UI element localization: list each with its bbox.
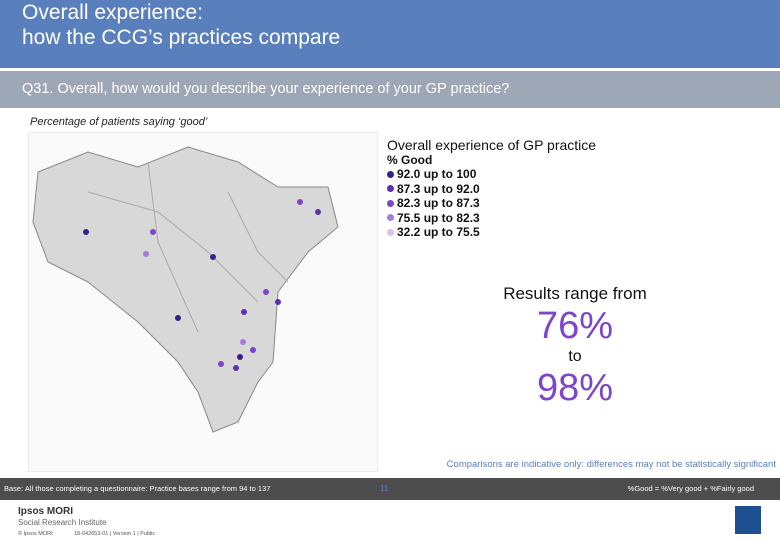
- practice-dot: [275, 299, 281, 305]
- version: 18-042653-01 | Version 1 | Public: [74, 531, 156, 537]
- ccg-area: [32, 146, 339, 433]
- logo-sub: Social Research Institute: [18, 518, 107, 527]
- legend: Overall experience of GP practice % Good…: [387, 137, 596, 240]
- practice-dot: [297, 199, 303, 205]
- title-line: Overall experience:: [22, 1, 203, 24]
- legend-items: 92.0 up to 100 87.3 up to 92.0 82.3 up to …: [387, 167, 596, 240]
- results-intro: Results range from: [503, 284, 647, 303]
- note: Comparisons are indicative only: differe…: [446, 459, 776, 470]
- header: Overall experience: how the CCG’s practi…: [0, 0, 780, 68]
- legend-label: 32.2 up to 75.5: [397, 225, 480, 240]
- results-high: 98%: [536, 367, 614, 409]
- legend-item: 92.0 up to 100: [387, 167, 596, 182]
- legend-item: 75.5 up to 82.3: [387, 211, 596, 226]
- practice-dot: [237, 354, 243, 360]
- copyright: © Ipsos MORI: [18, 531, 53, 537]
- results-to: to: [568, 348, 582, 365]
- roads: [87, 161, 289, 333]
- practice-dot: [150, 229, 156, 235]
- practice-dot: [263, 289, 269, 295]
- results-low: 76%: [536, 305, 614, 347]
- practice-dot: [175, 315, 181, 321]
- legend-label: 82.3 up to 87.3: [397, 196, 480, 211]
- practice-dot: [143, 251, 149, 257]
- legend-item: 82.3 up to 87.3: [387, 196, 596, 211]
- practice-dot: [241, 309, 247, 315]
- practice-dot: [315, 209, 321, 215]
- practice-dot: [218, 361, 224, 367]
- practice-dot: [83, 229, 89, 235]
- logo-name: Ipsos MORI: [18, 506, 74, 517]
- legend-label: 75.5 up to 82.3: [397, 210, 480, 225]
- title-line: how the CCG’s practices compare: [22, 26, 341, 49]
- practice-dots: [83, 199, 321, 371]
- base-text: Base: All those completing a questionnai…: [4, 484, 271, 493]
- map: [28, 132, 378, 472]
- footer-bar: Base: All those completing a questionnai…: [0, 478, 780, 500]
- legend-item: 32.2 up to 75.5: [387, 225, 596, 240]
- legend-swatch: [387, 170, 394, 178]
- legend-swatch: [387, 185, 394, 193]
- legend-label: 87.3 up to 92.0: [397, 181, 480, 196]
- results-range: Results range from 76% to 98%: [470, 284, 680, 410]
- legend-swatch: [387, 199, 394, 207]
- practice-dot: [240, 339, 246, 345]
- practice-dot: [233, 365, 239, 371]
- subtitle: Percentage of patients saying ‘good’: [30, 116, 208, 128]
- legend-item: 87.3 up to 92.0: [387, 182, 596, 197]
- ipsos-icon: [735, 506, 761, 534]
- practice-dot: [210, 254, 216, 260]
- legend-label: 92.0 up to 100: [397, 167, 477, 182]
- legend-swatch: [387, 214, 394, 222]
- question-bar: Q31. Overall, how would you describe you…: [0, 71, 780, 108]
- legend-subtitle: % Good: [387, 153, 433, 167]
- practice-dot: [250, 347, 256, 353]
- legend-title: Overall experience of GP practice: [387, 137, 597, 153]
- definition-text: %Good = %Very good + %Fairly good: [627, 484, 754, 493]
- page-number: 11: [380, 484, 389, 493]
- legend-swatch: [387, 228, 394, 236]
